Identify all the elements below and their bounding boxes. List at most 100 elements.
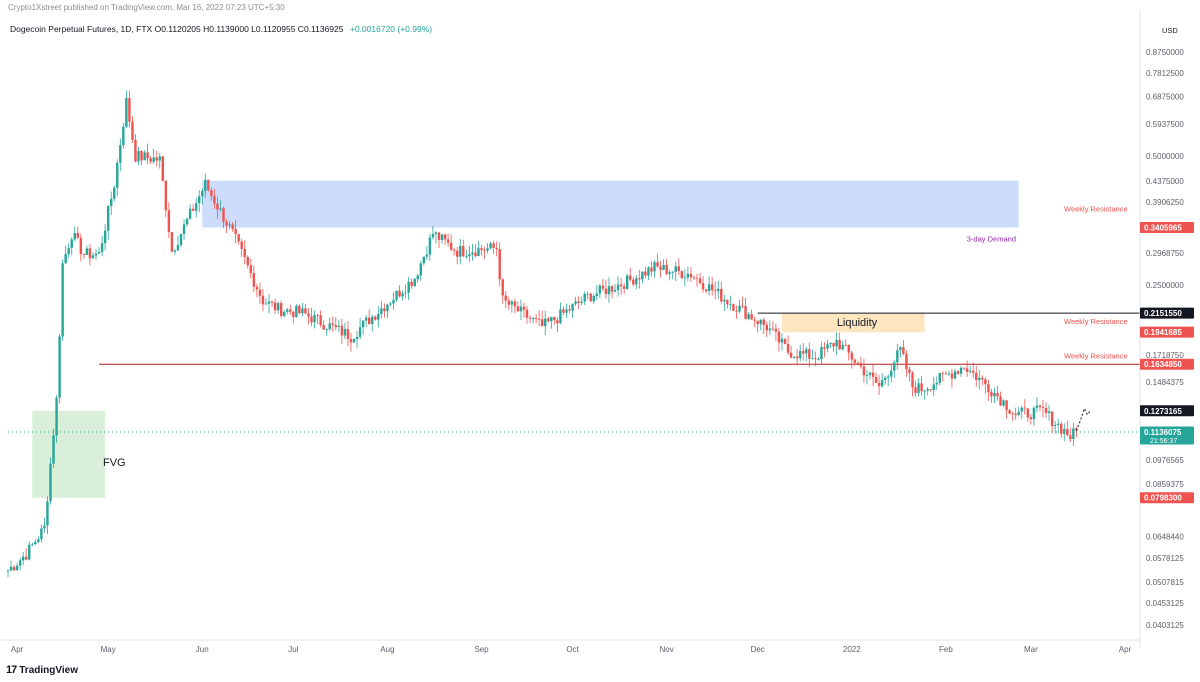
candle-body (182, 224, 186, 235)
candle-body (747, 314, 750, 319)
candle-body (46, 501, 49, 526)
candle-body (495, 247, 498, 250)
candle-body (859, 363, 863, 367)
candle-body (996, 392, 999, 397)
candle-body (486, 248, 489, 251)
candle-body (167, 210, 171, 232)
candle-body (629, 275, 632, 280)
candle-body (653, 262, 656, 272)
candle-body (440, 234, 444, 240)
candle-body (228, 224, 231, 226)
y-tick-label: 0.2968750 (1146, 249, 1184, 258)
candle-body (553, 316, 556, 321)
candle-body (568, 309, 571, 311)
candle-body (480, 248, 483, 251)
annotation-liquidity: Liquidity (837, 317, 878, 329)
candle-body (780, 338, 784, 343)
candle-body (544, 318, 547, 327)
candle-body (556, 320, 559, 324)
candle-body (170, 231, 174, 252)
candle-body (738, 305, 741, 312)
candle-body (237, 234, 240, 242)
candle-body (562, 309, 565, 313)
annotation-fvg: FVG (103, 457, 126, 469)
price-label-box (1140, 358, 1194, 370)
candle-body (929, 389, 932, 391)
candle-body (188, 208, 192, 219)
candle-body (413, 279, 416, 287)
candle-body (802, 351, 805, 354)
candle-body (710, 284, 714, 291)
candle-body (249, 265, 253, 274)
candle-body (1072, 428, 1075, 439)
candle-body (304, 308, 307, 314)
candle-body (131, 121, 134, 140)
candle-body (871, 372, 875, 377)
y-tick-label: 0.0859375 (1146, 480, 1184, 489)
candle-body (896, 350, 899, 363)
candle-body (598, 285, 602, 294)
candle-body (31, 544, 34, 545)
y-tick-label: 0.4375000 (1146, 177, 1184, 186)
candle-body (422, 256, 426, 264)
y-tick-label: 0.0578125 (1146, 554, 1184, 563)
candle-body (1017, 411, 1020, 416)
candle-body (55, 397, 58, 436)
candle-body (355, 336, 359, 339)
candle-body (9, 567, 13, 571)
candle-body (43, 525, 46, 529)
price-label-box (1140, 405, 1194, 417)
candle-body (398, 290, 401, 297)
candle-body (134, 139, 137, 162)
candle-body (692, 277, 696, 279)
y-tick-label: 0.0403125 (1146, 621, 1184, 630)
candle-body (525, 309, 529, 318)
candle-body (416, 275, 419, 280)
candle-body (358, 327, 362, 337)
candle-body (868, 372, 872, 376)
x-tick-label: Feb (939, 645, 953, 654)
candle-body (756, 320, 759, 325)
candle-body (741, 305, 744, 307)
candle-body (1047, 411, 1051, 414)
candle-body (808, 349, 811, 359)
candle-body (146, 152, 149, 159)
candle-body (331, 323, 334, 326)
candle-body (122, 126, 125, 146)
candle-body (698, 278, 702, 284)
candle-body (838, 340, 841, 350)
candle-body (316, 315, 319, 316)
candle-body (923, 390, 926, 392)
candle-body (234, 228, 237, 235)
candle-body (1056, 423, 1060, 425)
candle-body (968, 370, 972, 372)
candle-body (762, 319, 765, 325)
candle-body (644, 271, 647, 276)
candle-body (1011, 413, 1014, 415)
candle-body (125, 97, 128, 127)
candle-body (501, 279, 504, 296)
candle-body (61, 263, 64, 337)
candle-body (625, 275, 629, 289)
candle-body (817, 359, 820, 360)
candle-body (15, 565, 19, 571)
candle-body (795, 356, 799, 359)
candle-body (377, 313, 380, 320)
candle-body (941, 373, 945, 374)
candle-body (276, 303, 280, 311)
candle-body (577, 301, 580, 303)
candle-body (137, 150, 140, 162)
candle-body (295, 305, 298, 318)
candle-body (383, 308, 386, 312)
candle-body (984, 379, 987, 385)
tradingview-logo-text: TradingView (19, 664, 78, 676)
candle-body (707, 284, 711, 292)
candle-body (744, 306, 747, 319)
candle-body (286, 309, 289, 312)
candle-body (334, 325, 338, 327)
price-label-box (1140, 426, 1194, 445)
candle-body (64, 253, 67, 264)
candle-body (446, 239, 450, 243)
candle-body (113, 187, 116, 199)
